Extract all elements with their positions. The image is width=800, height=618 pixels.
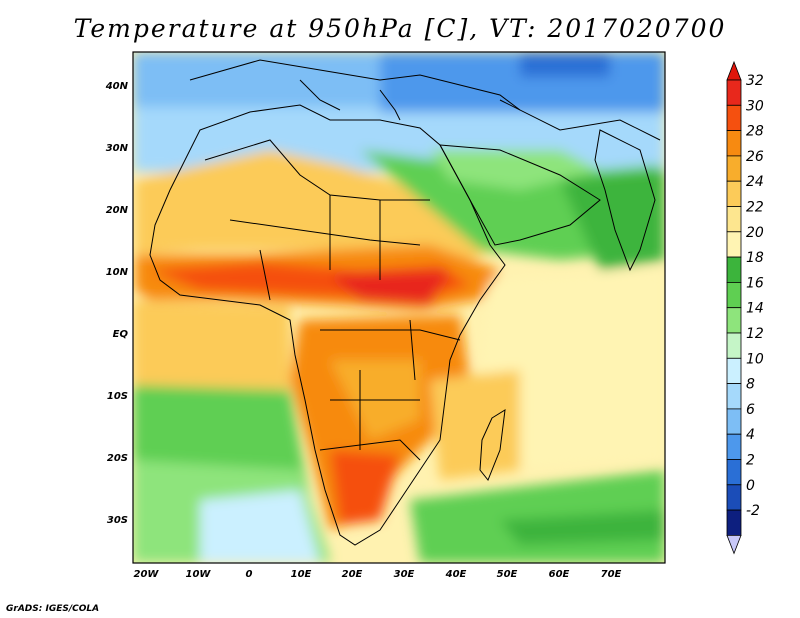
colorbar-label: 14 [746,301,764,317]
colorbar-label: 12 [746,326,764,342]
colorbar-label: 8 [746,377,755,393]
colorbar-swatch [726,484,742,511]
colorbar-label: 28 [746,124,764,140]
lat-label-30s: 30S [107,515,128,526]
colorbar-swatch [726,281,742,309]
map-title: Temperature at 950hPa [C], VT: 201702070… [73,14,727,43]
colorbar-top-arrow [726,60,742,81]
colorbar-bottom-arrow [726,535,742,555]
colorbar-label: 20 [746,225,764,241]
colorbar-swatch [726,459,742,486]
colorbar-label: 22 [746,200,764,216]
lon-label-40e: 40E [445,569,467,580]
lon-label-50e: 50E [497,569,518,580]
colorbar-swatch [726,307,742,334]
lon-label-60e: 60E [549,569,570,580]
credit-text: GrADS: IGES/COLA [6,604,100,614]
colorbar-label: 18 [746,250,764,266]
lon-label-10w: 10W [186,569,212,580]
lon-axis: 20W 10W 0 10E 20E 30E 40E 50E 60E 70E [134,569,622,580]
colorbar-label: 2 [746,453,755,469]
colorbar-label: 26 [746,149,764,165]
colorbar-label: 0 [746,478,755,494]
colorbar-swatch [726,383,742,410]
lat-label-20n: 20N [106,205,129,216]
lat-label-eq: EQ [113,329,129,340]
lat-label-20s: 20S [107,453,128,464]
lon-label-10e: 10E [291,569,312,580]
colorbar-swatch [726,256,742,283]
colorbar-label: 24 [746,174,764,190]
colorbar-swatch [726,155,742,182]
colorbar-swatch [726,206,742,233]
colorbar-swatch [726,433,742,460]
lat-label-30n: 30N [106,143,129,154]
lon-label-0: 0 [246,569,253,580]
colorbar-label: 16 [746,275,764,291]
lat-label-10s: 10S [107,391,128,402]
lon-label-30e: 30E [394,569,415,580]
colorbar-label: 6 [746,402,755,418]
colorbar-swatch [726,408,742,435]
colorbar-swatch [726,231,742,258]
colorbar-swatch [726,357,742,384]
colorbar-label: -2 [746,503,760,519]
lon-label-20w: 20W [134,569,160,580]
colorbar-swatch [726,332,742,359]
colorbar-swatch [726,104,742,132]
colorbar-label: 30 [746,98,764,114]
colorbar-swatch [726,130,742,157]
map-frame [132,51,666,564]
colorbar-label: 4 [746,427,755,443]
colorbar-label: 32 [746,73,764,89]
colorbar-swatch [726,180,742,207]
lat-label-40n: 40N [105,81,129,92]
colorbar-swatch [726,509,742,536]
lon-label-20e: 20E [342,569,363,580]
colorbar-swatch [726,79,742,106]
lon-label-70e: 70E [601,569,622,580]
coastlines [149,59,661,546]
colorbar-label: 10 [746,351,764,367]
lat-axis: 40N 30N 20N 10N EQ 10S 20S 30S [105,81,129,526]
lat-label-10n: 10N [106,267,129,278]
temperature-field [133,52,665,563]
